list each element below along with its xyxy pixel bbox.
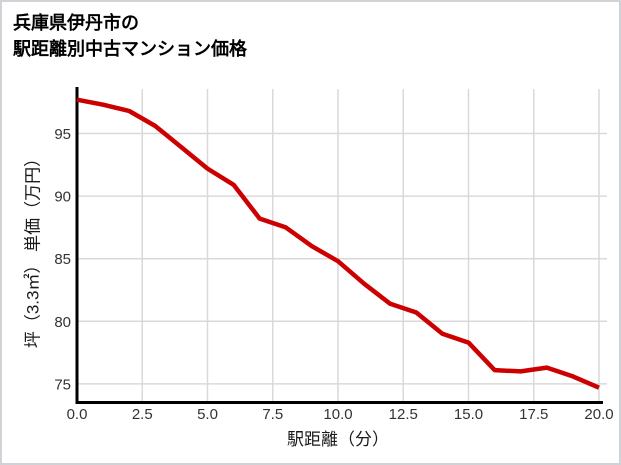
y-tick-label: 90 <box>54 189 71 206</box>
x-tick-label: 7.5 <box>262 406 283 423</box>
y-tick-label: 80 <box>54 314 71 331</box>
chart-title-line1: 兵庫県伊丹市の <box>13 13 139 33</box>
x-axis-title: 駅距離（分） <box>287 430 389 449</box>
price-line <box>76 97 600 390</box>
y-tick-label: 75 <box>54 376 71 393</box>
x-tick-label: 0.0 <box>67 406 88 423</box>
y-tick-label: 95 <box>54 126 71 143</box>
x-tick-label: 2.5 <box>132 406 153 423</box>
y-axis-title: 坪（3.3㎡） 単価（万円） <box>23 149 43 349</box>
x-tick-label: 5.0 <box>197 406 218 423</box>
x-tick-label: 12.5 <box>389 406 418 423</box>
x-tick-label: 20.0 <box>584 406 613 423</box>
y-tick-label: 85 <box>54 251 71 268</box>
x-tick-label: 10.0 <box>323 406 352 423</box>
chart-title: 兵庫県伊丹市の 駅距離別中古マンション価格 <box>13 10 247 62</box>
x-tick-label: 15.0 <box>454 406 483 423</box>
chart-title-line2: 駅距離別中古マンション価格 <box>13 39 247 59</box>
x-tick-label: 17.5 <box>519 406 548 423</box>
